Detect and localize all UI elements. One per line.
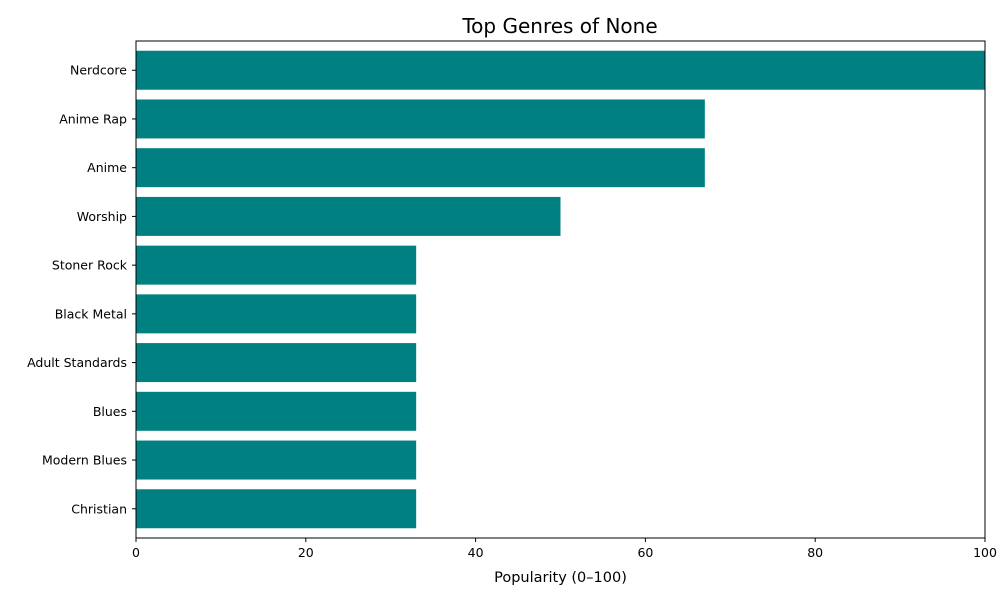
x-tick-label: 20 xyxy=(298,545,314,560)
bar xyxy=(136,245,417,285)
y-tick-label: Worship xyxy=(77,209,127,224)
bar xyxy=(136,294,417,334)
x-axis-label: Popularity (0–100) xyxy=(494,570,627,586)
y-tick-label: Anime Rap xyxy=(59,111,127,126)
y-tick-label: Black Metal xyxy=(55,306,127,321)
y-tick-label: Adult Standards xyxy=(27,355,127,370)
bar xyxy=(136,343,417,383)
bar xyxy=(136,489,417,529)
x-tick-label: 40 xyxy=(468,545,484,560)
bar xyxy=(136,50,985,90)
x-tick-label: 60 xyxy=(637,545,653,560)
y-tick-label: Blues xyxy=(93,404,127,419)
y-tick-label: Stoner Rock xyxy=(52,258,128,273)
bar xyxy=(136,391,417,431)
y-axis-ticks: Nerdcore Anime Rap Anime Worship Stoner Rock… xyxy=(27,63,136,516)
y-tick-label: Modern Blues xyxy=(42,453,127,468)
x-axis-ticks: 0 20 40 60 80 100 xyxy=(132,538,997,560)
x-tick-label: 80 xyxy=(807,545,823,560)
bar xyxy=(136,196,561,236)
y-tick-label: Anime xyxy=(87,160,127,175)
y-tick-label: Nerdcore xyxy=(70,63,127,78)
bar xyxy=(136,440,417,480)
y-tick-label: Christian xyxy=(71,501,127,516)
bar xyxy=(136,148,705,188)
bar xyxy=(136,99,705,139)
x-tick-label: 0 xyxy=(132,545,140,560)
bars-layer xyxy=(136,50,985,529)
plot-frame xyxy=(135,40,986,539)
x-tick-label: 100 xyxy=(973,545,997,560)
chart-title: Top Genres of None xyxy=(461,14,657,38)
